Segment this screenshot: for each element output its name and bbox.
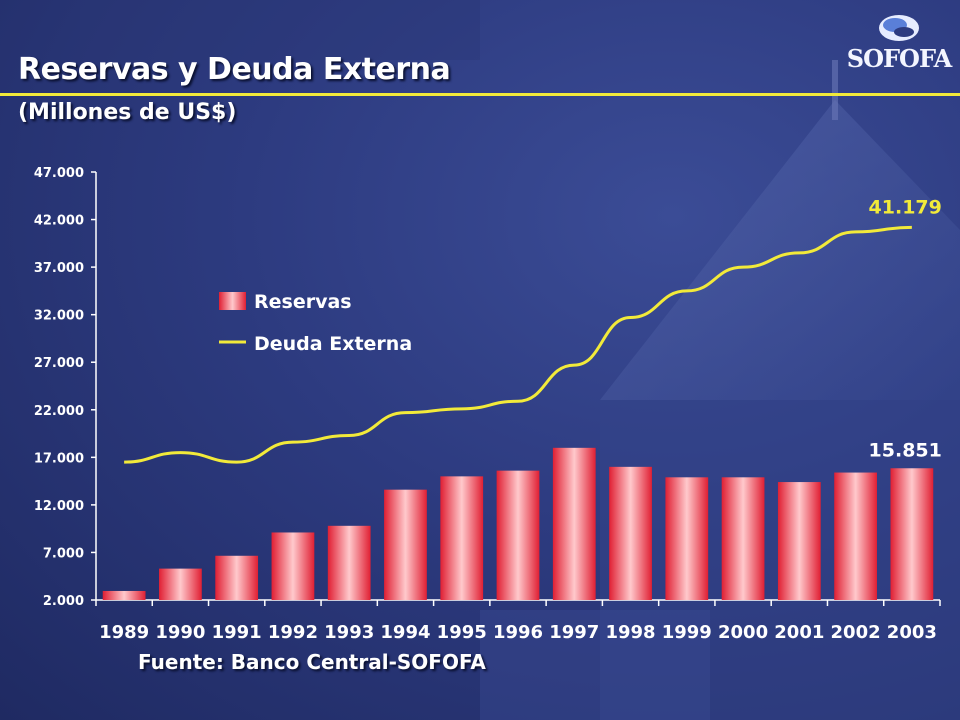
legend-label-reservas: Reservas [254, 291, 352, 313]
y-tick-label: 12.000 [34, 499, 84, 514]
x-tick-label: 1992 [268, 622, 318, 643]
bar-reservas-1989 [102, 590, 146, 600]
bar-reservas-1992 [271, 532, 315, 600]
legend: Reservas Deuda Externa [219, 291, 412, 355]
bar-reservas-1998 [609, 466, 652, 600]
y-tick-label: 2.000 [43, 594, 84, 609]
y-tick-label: 17.000 [34, 451, 84, 466]
x-tick-label: 1998 [605, 622, 655, 643]
x-tick-label: 1990 [155, 622, 205, 643]
source-note: Fuente: Banco Central-SOFOFA [138, 650, 486, 674]
y-tick-label: 7.000 [43, 546, 84, 561]
page-subtitle: (Millones de US$) [18, 100, 237, 125]
line-deuda-externa [124, 225, 912, 464]
bar-reservas-1996 [496, 470, 540, 600]
y-tick-label: 37.000 [34, 261, 84, 276]
bar-reservas-1993 [327, 525, 371, 600]
x-tick-label: 2000 [718, 622, 768, 643]
bar-reservas-2002 [834, 472, 877, 600]
y-tick-label: 42.000 [34, 214, 84, 229]
x-tick-label: 1993 [324, 622, 374, 643]
sofofa-logo: SOFOFA [846, 10, 952, 76]
page-title: Reservas y Deuda Externa [18, 52, 451, 87]
bar-reservas-2000 [721, 477, 765, 600]
title-divider [0, 93, 960, 96]
tick-labels: 2.000 7.000 12.000 17.000 22.000 27.000 32.000… [34, 166, 942, 643]
reservas-bars [102, 447, 934, 600]
x-tick-label: 1991 [212, 622, 262, 643]
bar-reservas-2003 [890, 468, 934, 600]
data-label-deuda-2003: 41.179 [869, 196, 942, 218]
y-tick-label: 27.000 [34, 356, 84, 371]
legend-label-deuda: Deuda Externa [254, 333, 412, 355]
x-tick-label: 1995 [437, 622, 487, 643]
bar-reservas-1990 [159, 568, 202, 600]
y-tick-label: 22.000 [34, 404, 84, 419]
x-tick-label: 2001 [774, 622, 824, 643]
x-tick-label: 1997 [549, 622, 599, 643]
legend-swatch-reservas [219, 292, 246, 310]
data-label-reservas-2003: 15.851 [869, 439, 942, 461]
y-tick-label: 32.000 [34, 309, 84, 324]
bar-reservas-1997 [552, 447, 596, 600]
bar-reservas-1995 [440, 476, 484, 600]
bar-reservas-1994 [384, 489, 427, 600]
y-tick-label: 47.000 [34, 166, 84, 181]
deuda-line [124, 225, 912, 464]
x-tick-label: 1996 [493, 622, 543, 643]
x-tick-label: 2002 [831, 622, 881, 643]
logo-text: SOFOFA [846, 44, 952, 73]
x-tick-label: 1999 [662, 622, 712, 643]
bar-reservas-1999 [665, 477, 709, 600]
x-tick-label: 1989 [99, 622, 149, 643]
x-tick-label: 1994 [380, 622, 430, 643]
bar-reservas-2001 [777, 482, 821, 600]
bar-reservas-1991 [215, 555, 259, 600]
x-tick-label: 2003 [887, 622, 937, 643]
